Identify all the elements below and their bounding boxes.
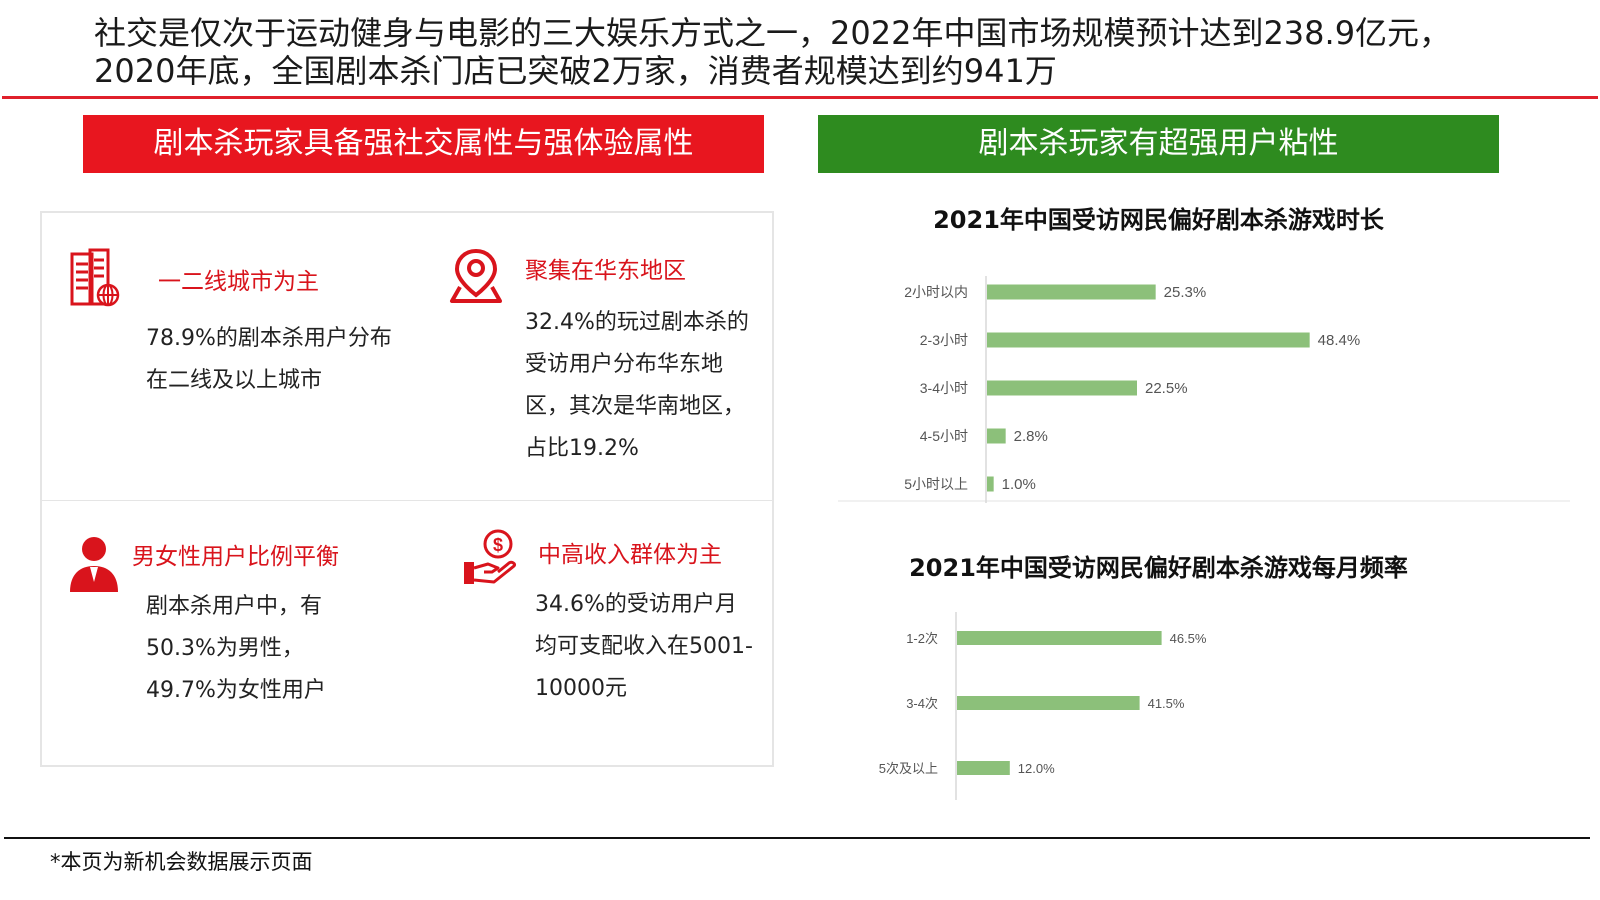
bar: [957, 631, 1162, 645]
page-title: 社交是仅次于运动健身与电影的三大娱乐方式之一，2022年中国市场规模预计达到23…: [94, 14, 1452, 90]
bar: [987, 284, 1156, 300]
feature-box: [40, 211, 774, 767]
bar: [957, 761, 1010, 775]
feature-title-city: 一二线城市为主: [158, 269, 319, 295]
category-label: 3-4次: [906, 696, 938, 711]
data-label: 2.8%: [1014, 428, 1048, 445]
chart-title-frequency: 2021年中国受访网民偏好剧本杀游戏每月频率: [909, 554, 1408, 582]
chart-title-duration: 2021年中国受访网民偏好剧本杀游戏时长: [933, 206, 1384, 234]
svg-text:$: $: [493, 535, 503, 555]
category-label: 1-2次: [906, 631, 938, 646]
feature-title-income: 中高收入群体为主: [538, 542, 722, 568]
category-label: 2小时以内: [904, 284, 968, 300]
footer-divider: [4, 837, 1590, 839]
feature-body-region: 32.4%的玩过剧本杀的受访用户分布华东地区，其次是华南地区，占比19.2%: [525, 310, 749, 461]
data-label: 22.5%: [1145, 380, 1188, 397]
feature-body-city: 78.9%的剧本杀用户分布在二线及以上城市: [146, 326, 392, 393]
feature-box-divider: [42, 500, 772, 501]
data-label: 25.3%: [1164, 284, 1207, 301]
location-pin-icon: [450, 248, 502, 303]
data-label: 48.4%: [1318, 332, 1361, 349]
category-label: 3-4小时: [920, 380, 968, 396]
data-label: 41.5%: [1148, 696, 1185, 711]
category-label: 2-3小时: [920, 332, 968, 348]
feature-body-income: 34.6%的受访用户月均可支配收入在5001-10000元: [535, 592, 753, 701]
title-divider: [2, 96, 1598, 99]
category-label: 5次及以上: [879, 761, 938, 776]
bar: [957, 696, 1140, 710]
person-icon: [70, 537, 118, 592]
category-label: 4-5小时: [920, 428, 968, 444]
money-hand-icon: $: [464, 529, 516, 584]
category-label: 5小时以上: [904, 476, 968, 492]
data-label: 46.5%: [1170, 631, 1207, 646]
bar: [987, 476, 994, 492]
city-buildings-icon: [70, 248, 120, 307]
feature-title-region: 聚集在华东地区: [525, 258, 686, 284]
feature-title-gender: 男女性用户比例平衡: [132, 544, 339, 570]
feature-body-gender: 剧本杀用户中，有50.3%为男性，49.7%为女性用户: [146, 594, 326, 703]
right-panel-banner: 剧本杀玩家有超强用户粘性: [818, 115, 1499, 173]
bar: [987, 380, 1137, 396]
bar: [987, 428, 1006, 444]
left-panel-banner: 剧本杀玩家具备强社交属性与强体验属性: [83, 115, 764, 173]
data-label: 12.0%: [1018, 761, 1055, 776]
bar: [987, 332, 1310, 348]
footnote: *本页为新机会数据展示页面: [50, 850, 313, 874]
data-label: 1.0%: [1002, 476, 1036, 493]
